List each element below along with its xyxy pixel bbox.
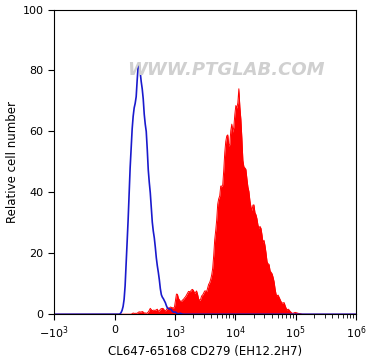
Text: WWW.PTGLAB.COM: WWW.PTGLAB.COM [128, 62, 325, 79]
Y-axis label: Relative cell number: Relative cell number [6, 101, 19, 223]
X-axis label: CL647-65168 CD279 (EH12.2H7): CL647-65168 CD279 (EH12.2H7) [108, 345, 302, 359]
